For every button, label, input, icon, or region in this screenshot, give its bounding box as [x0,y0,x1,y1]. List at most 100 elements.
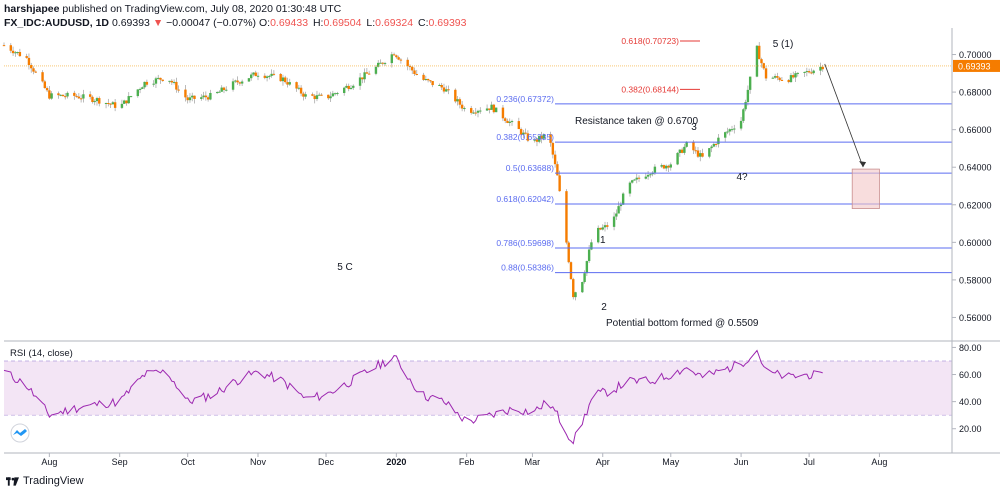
price-tick-label: 0.66000 [959,125,992,135]
candle-down [91,96,94,102]
candle-down [311,94,314,96]
candle-down [222,87,226,91]
candle-down [517,121,521,130]
candle-down [469,108,473,113]
candle-up [508,121,511,123]
rsi-tick-label: 20.00 [959,424,982,434]
time-tick-label: Aug [871,457,887,467]
candle-down [504,118,507,121]
candle-up [129,96,133,98]
candle-down [43,81,47,89]
candle-down [492,104,496,113]
candle-up [660,165,663,167]
candle-down [365,72,369,74]
candle-up [281,77,285,82]
candle-down [18,51,22,57]
candle-down [567,242,570,263]
candle-down [701,153,704,157]
candle-down [272,73,276,75]
candle-up [676,152,679,165]
candle-up [120,103,124,108]
price-tick-label: 0.68000 [959,88,992,98]
candle-up [646,174,650,177]
candle-up [581,282,584,293]
axes: 0.70000 0.68000 0.66000 0.64000 0.62000 0.600… [4,28,1000,467]
fib-level-label: 0.618(0.62042) [496,194,554,204]
candle-down [27,57,31,66]
candle-up [329,96,332,99]
candle-down [302,93,305,97]
candle-up [794,73,797,78]
candle-up [603,225,607,228]
time-tick-label: Oct [181,457,196,467]
candle-up [349,87,353,90]
candle-down [295,82,298,89]
candle-up [789,75,793,83]
price-tick-label: 0.58000 [959,275,992,285]
candle-up [50,93,53,99]
candle-up [805,71,809,73]
candle-up [644,176,648,179]
candle-down [2,45,6,47]
tradingview-logo[interactable]: TradingView [6,475,84,487]
candle-up [250,74,253,79]
candle-up [104,103,108,105]
candle-up [653,166,657,173]
candle-up [445,89,448,92]
candle-down [392,54,396,56]
candles [2,42,824,301]
candle-down [637,177,641,179]
candle-down [347,85,350,90]
candle-down [109,103,112,105]
candle-down [9,45,13,51]
candle-up [615,213,618,217]
candle-down [501,107,505,119]
candle-down [680,149,684,153]
candle-up [342,87,346,94]
fib-level-label: 0.786(0.59698) [496,238,554,248]
candle-down [488,108,491,110]
candle-up [200,97,203,99]
price-tick-label: 0.60000 [959,238,992,248]
candle-down [32,68,35,72]
candle-down [440,84,443,88]
fib-level-label: 0.5(0.63688) [506,163,554,173]
fib-extension-label: 0.618(0.70723) [621,36,679,46]
candle-up [733,128,736,130]
tradingview-mark-icon [6,476,19,486]
candle-down [193,95,196,99]
rsi-pane[interactable]: RSI (14, close) [3,348,952,445]
candle-down [519,129,523,135]
candle-down [792,75,795,78]
candle-down [776,76,779,78]
candle-down [57,93,60,96]
candle-down [73,92,76,96]
rsi-tick-label: 40.00 [959,397,982,407]
candle-up [773,76,777,78]
price-pane[interactable]: 0.236(0.67372) 0.382(0.65335) 0.5(0.63688)… [2,36,952,329]
price-tick-label: 0.70000 [959,50,992,60]
candle-up [315,95,319,100]
high-label: H: [312,17,324,29]
open-label: O: [258,17,271,29]
tradingview-brand: TradingView [23,475,84,487]
chart-canvas[interactable]: 0.236(0.67372) 0.382(0.65335) 0.5(0.63688)… [0,0,1000,468]
fib-level-label: 0.88(0.58386) [501,263,554,273]
candle-up [819,66,822,71]
projection-arrow-line [824,63,864,168]
price-tick-label: 0.62000 [959,200,992,210]
candle-up [587,249,591,262]
candle-down [762,63,765,69]
candle-up [256,75,260,77]
candle-down [415,73,418,75]
candle-up [533,139,536,141]
candle-down [381,62,384,64]
candle-down [556,164,559,176]
candle-up [510,121,514,123]
candle-up [683,146,686,153]
candle-up [649,174,652,176]
time-tick-label: Sep [112,457,128,467]
candle-up [746,89,750,103]
candle-down [551,142,555,155]
candle-down [506,120,509,123]
